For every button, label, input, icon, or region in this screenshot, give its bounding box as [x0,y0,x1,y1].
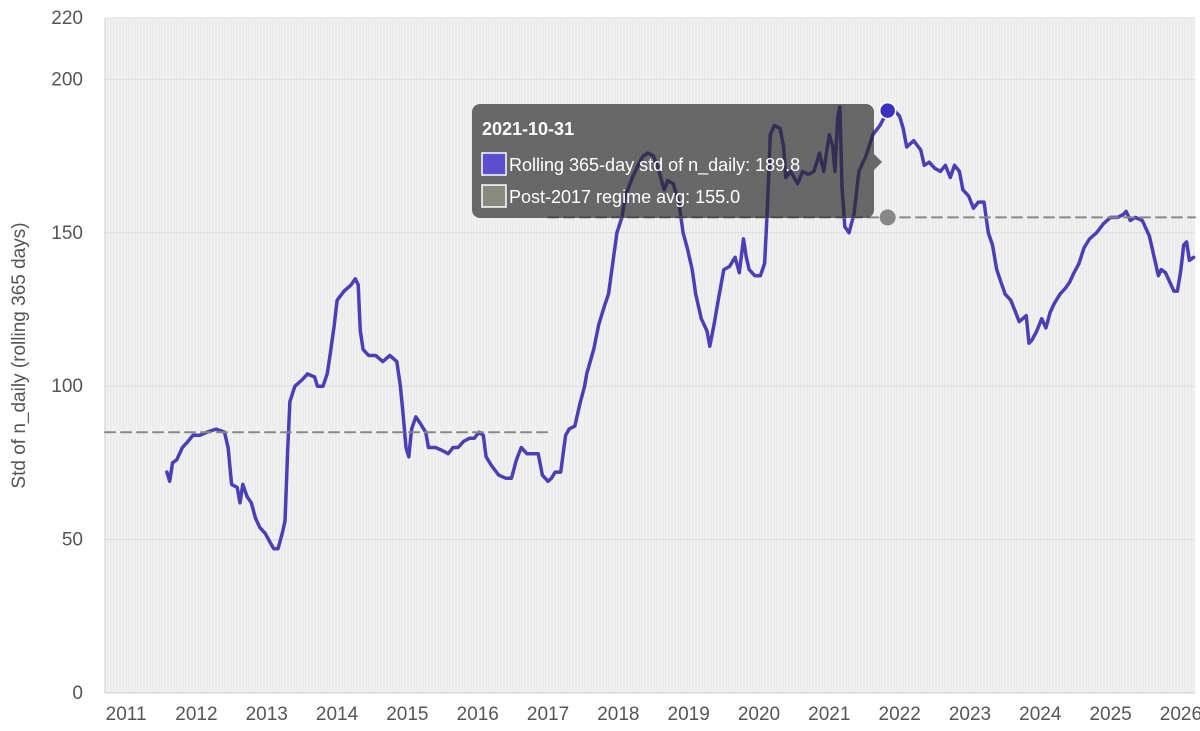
x-tick-label: 2021 [808,704,850,725]
x-tick-label: 2020 [738,704,780,725]
x-tick-label: 2017 [527,704,569,725]
tooltip-caret [874,154,882,170]
x-tick-label: 2012 [175,704,217,725]
x-tick-label: 2014 [316,704,359,725]
series-line-rolling-std [165,105,1196,551]
tooltip-box [472,104,874,218]
x-tick-label: 2025 [1089,704,1131,725]
tooltip-entry: Post-2017 regime avg: 155.0 [509,187,740,207]
y-tick-label: 200 [51,69,83,90]
series-layer [104,105,1196,551]
x-tick-label: 2016 [457,704,499,725]
x-tick-label: 2024 [1019,704,1062,725]
hover-point-regime-avg [879,209,896,226]
y-axis-title: Std of n_daily (rolling 365 days) [9,222,30,488]
x-tick-label: 2013 [246,704,288,725]
tooltip-swatch [481,152,507,176]
x-tick-label: 2011 [106,704,147,725]
x-tick-label: 2015 [386,704,428,725]
y-tick-label: 150 [51,223,83,244]
y-tick-label: 220 [51,8,83,29]
y-tick-label: 50 [62,530,83,551]
y-tick-label: 0 [72,683,83,704]
y-tick-label: 100 [51,376,83,397]
x-tick-label: 2022 [879,704,921,725]
hover-point-rolling-std [878,101,897,120]
tooltip-swatch [481,184,507,208]
x-tick-label: 2023 [949,704,991,725]
x-tick-label: 2018 [597,704,639,725]
x-tick-label: 2019 [668,704,710,725]
tooltip-entry: Rolling 365-day std of n_daily: 189.8 [509,155,800,176]
tooltip-date: 2021-10-31 [482,119,574,139]
tooltip: 2021-10-31 Rolling 365-day std of n_daily… [472,101,897,226]
axes: 0 50 100 150 200 220 2011 2012 2013 2014 2015 2016 2… [51,8,1200,725]
x-tick-label: 2026 [1160,704,1200,725]
